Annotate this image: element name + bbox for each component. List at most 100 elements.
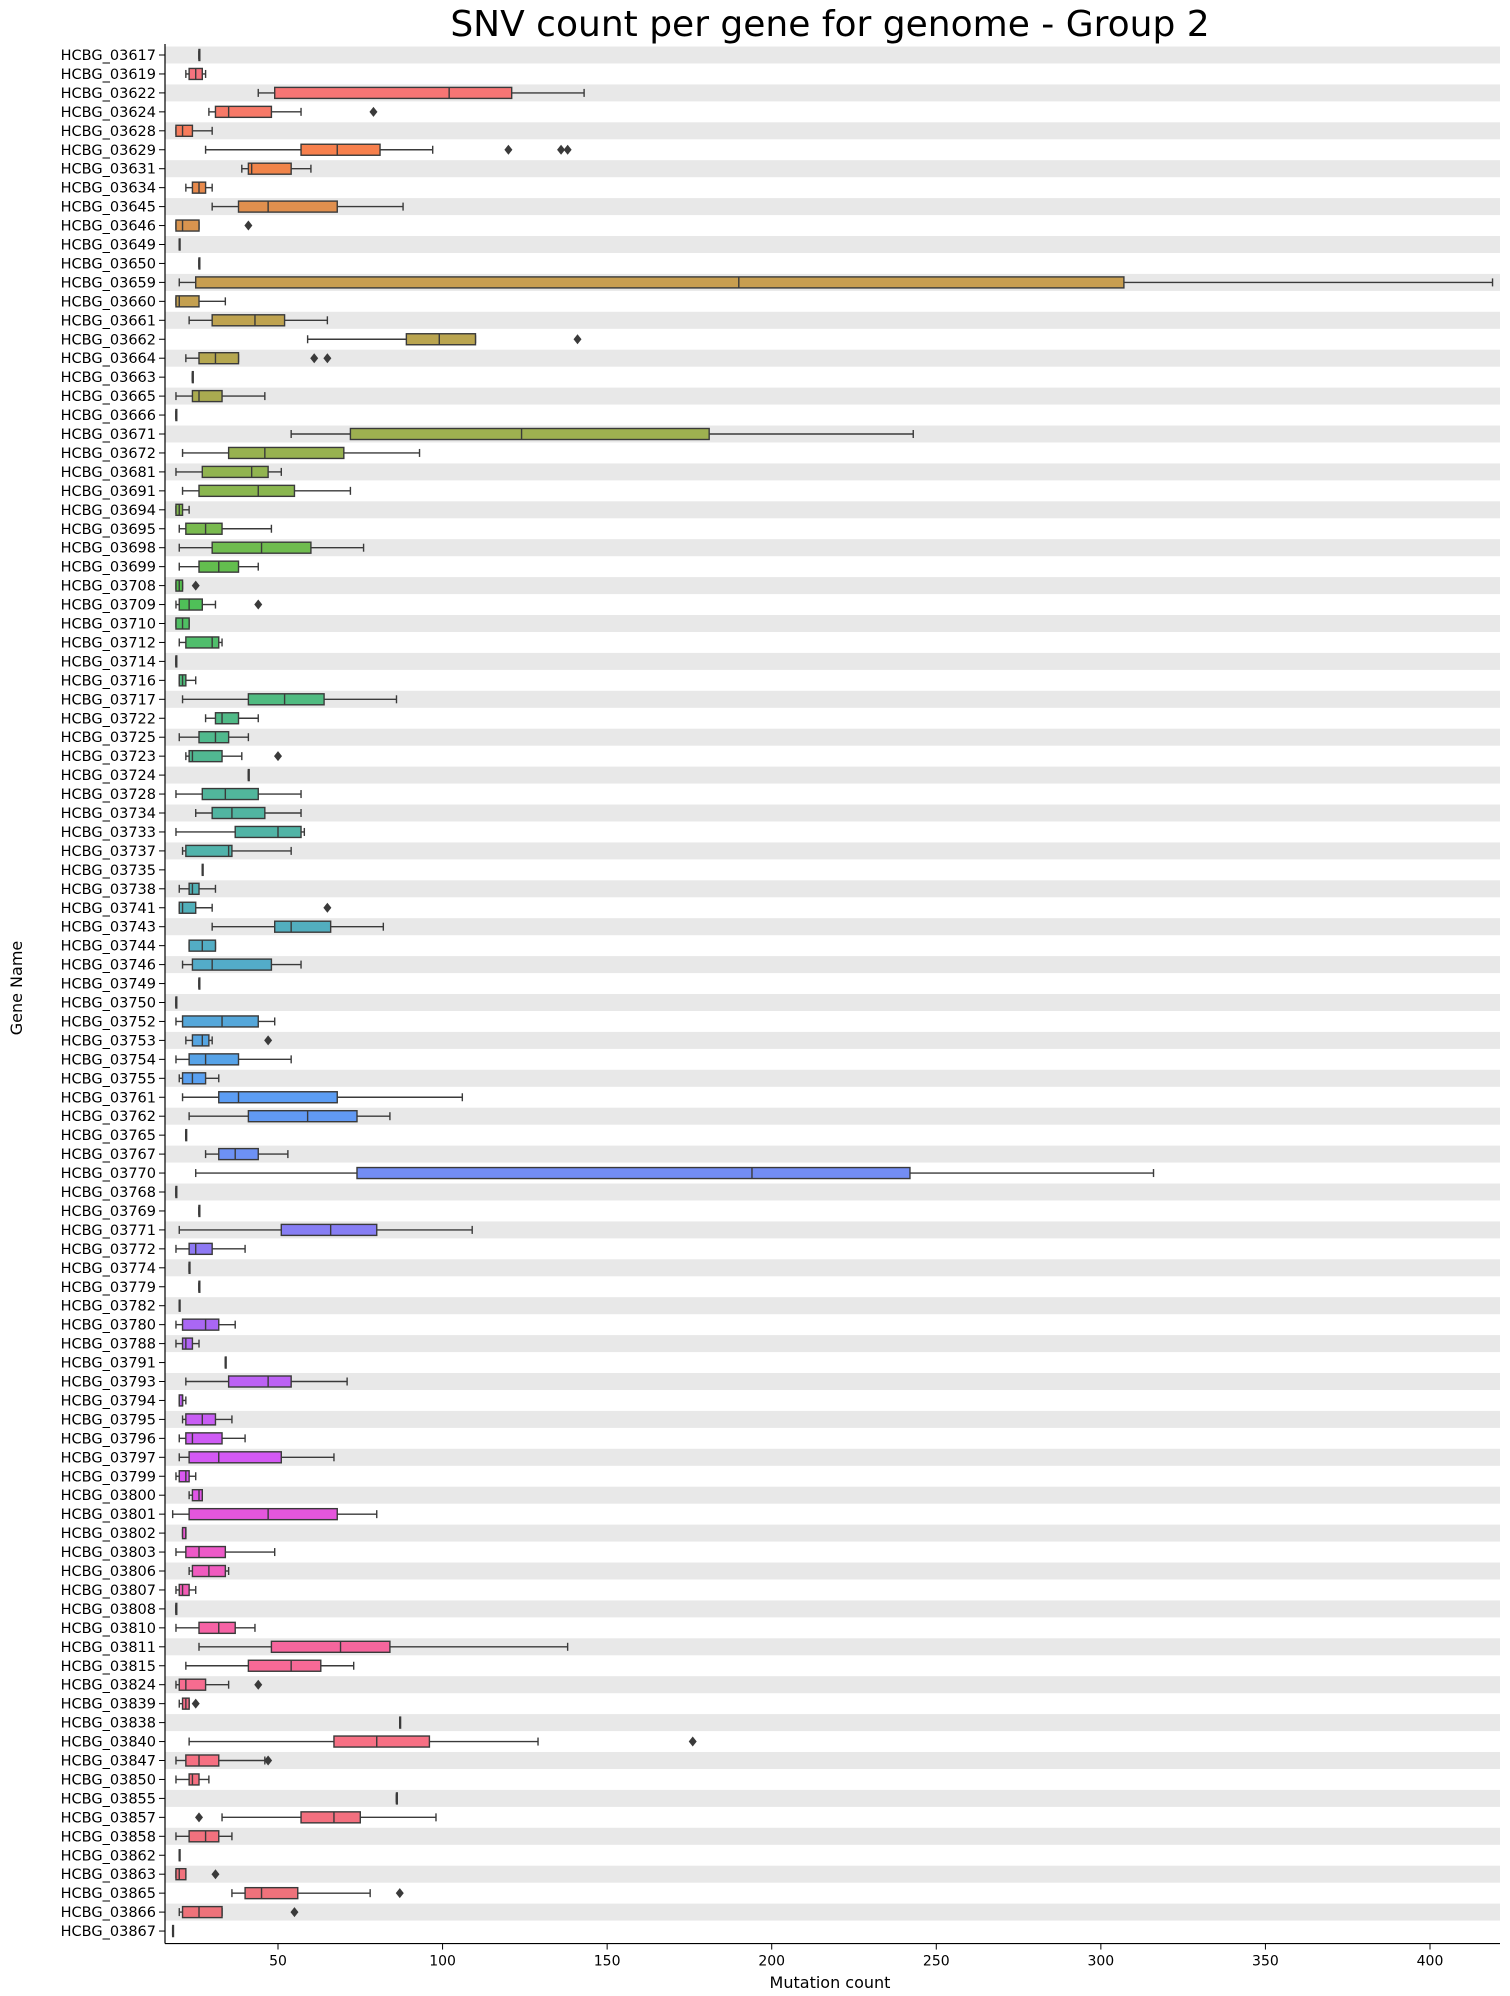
box bbox=[188, 1242, 213, 1256]
box bbox=[188, 1507, 338, 1521]
y-tick-label: HCBG_03691 bbox=[61, 484, 156, 500]
box bbox=[198, 352, 240, 365]
x-tick-label: 250 bbox=[923, 1954, 950, 1970]
gene-box bbox=[175, 1470, 197, 1483]
gene-box bbox=[395, 1792, 398, 1805]
gene-box bbox=[198, 48, 201, 62]
gene-box bbox=[204, 1147, 289, 1161]
box bbox=[175, 219, 200, 232]
outlier-point bbox=[264, 1755, 273, 1766]
gene-box bbox=[175, 295, 227, 308]
gene-box bbox=[188, 1261, 191, 1275]
gene-box bbox=[306, 333, 582, 346]
gene-box bbox=[231, 1886, 404, 1900]
y-tick-label: HCBG_03780 bbox=[61, 1318, 156, 1334]
y-tick-label: HCBG_03839 bbox=[61, 1697, 156, 1713]
y-tick-label: HCBG_03629 bbox=[61, 143, 156, 159]
outlier-point bbox=[563, 144, 572, 155]
y-tick-label: HCBG_03802 bbox=[61, 1526, 156, 1542]
box bbox=[218, 1147, 259, 1161]
x-tick-label: 50 bbox=[269, 1954, 287, 1970]
row-band bbox=[165, 1638, 1500, 1656]
y-tick-label: HCBG_03779 bbox=[61, 1280, 156, 1296]
row-band bbox=[165, 880, 1500, 898]
y-tick-label: HCBG_03738 bbox=[61, 882, 156, 898]
y-tick-label: HCBG_03737 bbox=[61, 844, 156, 860]
y-tick-label: HCBG_03807 bbox=[61, 1583, 156, 1599]
gene-box bbox=[195, 1166, 1155, 1180]
y-tick-label: HCBG_03771 bbox=[61, 1223, 156, 1239]
box bbox=[188, 882, 200, 895]
gene-box bbox=[175, 825, 306, 839]
row-band bbox=[165, 1335, 1500, 1353]
row-band bbox=[165, 1676, 1500, 1694]
gene-box bbox=[175, 1754, 273, 1767]
box bbox=[214, 105, 273, 119]
box bbox=[234, 825, 302, 839]
gene-box bbox=[175, 124, 213, 138]
gene-box bbox=[175, 1830, 233, 1843]
y-tick-label: HCBG_03733 bbox=[61, 825, 156, 841]
y-tick-label: HCBG_03622 bbox=[61, 86, 156, 102]
y-tick-label: HCBG_03761 bbox=[61, 1090, 156, 1106]
gene-box bbox=[178, 522, 273, 535]
box bbox=[188, 1053, 240, 1066]
row-band bbox=[165, 236, 1500, 253]
row-band bbox=[165, 652, 1500, 670]
gene-box bbox=[178, 674, 197, 687]
box bbox=[185, 522, 223, 535]
outlier-point bbox=[211, 1869, 220, 1880]
y-tick-label: HCBG_03808 bbox=[61, 1602, 156, 1618]
box bbox=[191, 958, 273, 971]
gene-box bbox=[185, 1034, 273, 1047]
box bbox=[227, 446, 345, 460]
outlier-point bbox=[369, 106, 378, 117]
y-tick-label: HCBG_03741 bbox=[61, 901, 156, 917]
gene-box bbox=[175, 787, 302, 801]
row-band bbox=[165, 766, 1500, 784]
y-tick-label: HCBG_03811 bbox=[61, 1640, 156, 1656]
gene-box bbox=[171, 1924, 175, 1938]
y-tick-label: HCBG_03725 bbox=[61, 730, 156, 746]
outlier-point bbox=[254, 599, 263, 610]
gene-box bbox=[201, 863, 204, 877]
y-tick-label: HCBG_03710 bbox=[61, 617, 156, 633]
gene-box bbox=[211, 200, 404, 213]
row-band bbox=[165, 349, 1500, 367]
box bbox=[188, 1451, 282, 1464]
y-tick-label: HCBG_03796 bbox=[61, 1431, 156, 1447]
outlier-point bbox=[573, 334, 582, 345]
row-band bbox=[165, 728, 1500, 746]
box bbox=[181, 1318, 220, 1331]
box bbox=[185, 636, 220, 649]
box bbox=[185, 1432, 223, 1445]
gene-box bbox=[185, 352, 332, 365]
outlier-point bbox=[191, 580, 200, 591]
box bbox=[247, 162, 292, 175]
gene-box bbox=[175, 1185, 178, 1199]
y-tick-label: HCBG_03797 bbox=[61, 1450, 156, 1466]
gene-box bbox=[188, 939, 217, 952]
gene-box bbox=[175, 1602, 178, 1616]
gene-box bbox=[175, 1242, 246, 1256]
gene-box bbox=[188, 314, 329, 327]
gene-box bbox=[175, 579, 200, 592]
y-tick-label: HCBG_03645 bbox=[61, 200, 156, 216]
gene-box bbox=[178, 1223, 473, 1237]
y-tick-label: HCBG_03865 bbox=[61, 1886, 156, 1902]
y-tick-label: HCBG_03714 bbox=[61, 654, 156, 670]
gene-box bbox=[175, 598, 263, 611]
y-tick-label: HCBG_03863 bbox=[61, 1867, 156, 1883]
box bbox=[185, 1545, 227, 1559]
gene-box bbox=[181, 693, 398, 706]
box bbox=[181, 1905, 223, 1919]
row-band bbox=[165, 463, 1500, 481]
gene-box bbox=[175, 465, 282, 479]
row-band bbox=[165, 1486, 1500, 1504]
y-tick-label: HCBG_03749 bbox=[61, 977, 156, 993]
y-tick-label: HCBG_03671 bbox=[61, 427, 156, 443]
x-tick-label: 100 bbox=[429, 1954, 456, 1970]
outlier-point bbox=[195, 1812, 204, 1823]
y-tick-label: HCBG_03743 bbox=[61, 920, 156, 936]
gene-box bbox=[198, 257, 201, 270]
